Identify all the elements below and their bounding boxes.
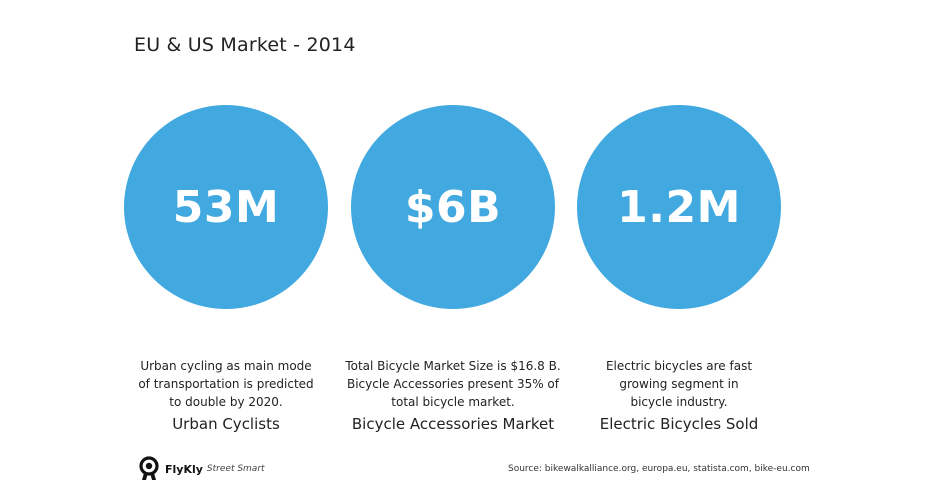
stat-value: 1.2M bbox=[617, 181, 741, 233]
stat-value: 53M bbox=[172, 181, 280, 233]
stat-description-line: total bicycle market. bbox=[391, 395, 515, 409]
stat-label: Electric Bicycles Sold bbox=[599, 415, 759, 433]
source-note: Source: bikewalkalliance.org, europa.eu,… bbox=[508, 464, 810, 474]
stat-description: Total Bicycle Market Size is $16.8 B. Bi… bbox=[338, 357, 568, 411]
brand-logo: FlyKly Street Smart bbox=[138, 455, 265, 483]
stat-label: Bicycle Accessories Market bbox=[351, 415, 555, 433]
stat-description-line: to double by 2020. bbox=[169, 395, 283, 409]
stat-description-line: growing segment in bbox=[619, 377, 739, 391]
stat-description-line: Urban cycling as main mode bbox=[140, 359, 312, 373]
stat-bicycle-accessories: $6B Bicycle Accessories Market Total Bic… bbox=[338, 105, 568, 433]
stat-description: Electric bicycles are fast growing segme… bbox=[564, 357, 794, 411]
brand-tagline: Street Smart bbox=[206, 464, 265, 474]
stat-description-line: bicycle industry. bbox=[630, 395, 728, 409]
stat-value: $6B bbox=[404, 181, 502, 233]
stat-urban-cyclists: 53M Urban Cyclists Urban cycling as main… bbox=[111, 105, 341, 433]
stat-circle: $6B bbox=[351, 105, 555, 309]
stat-electric-bicycles: 1.2M Electric Bicycles Sold Electric bic… bbox=[564, 105, 794, 433]
stat-description-line: Electric bicycles are fast bbox=[605, 359, 753, 373]
stat-description-line: of transportation is predicted bbox=[138, 377, 314, 391]
stat-description-line: Bicycle Accessories present 35% of bbox=[346, 377, 559, 391]
flykly-logo-icon bbox=[139, 456, 159, 480]
stat-description-line: Total Bicycle Market Size is $16.8 B. bbox=[345, 359, 561, 373]
stat-circle: 1.2M bbox=[577, 105, 781, 309]
stat-description: Urban cycling as main mode of transporta… bbox=[111, 357, 341, 411]
stat-label: Urban Cyclists bbox=[172, 415, 280, 433]
stat-circle: 53M bbox=[124, 105, 328, 309]
brand-name: FlyKly bbox=[165, 462, 203, 476]
page-title: EU & US Market - 2014 bbox=[134, 34, 356, 56]
